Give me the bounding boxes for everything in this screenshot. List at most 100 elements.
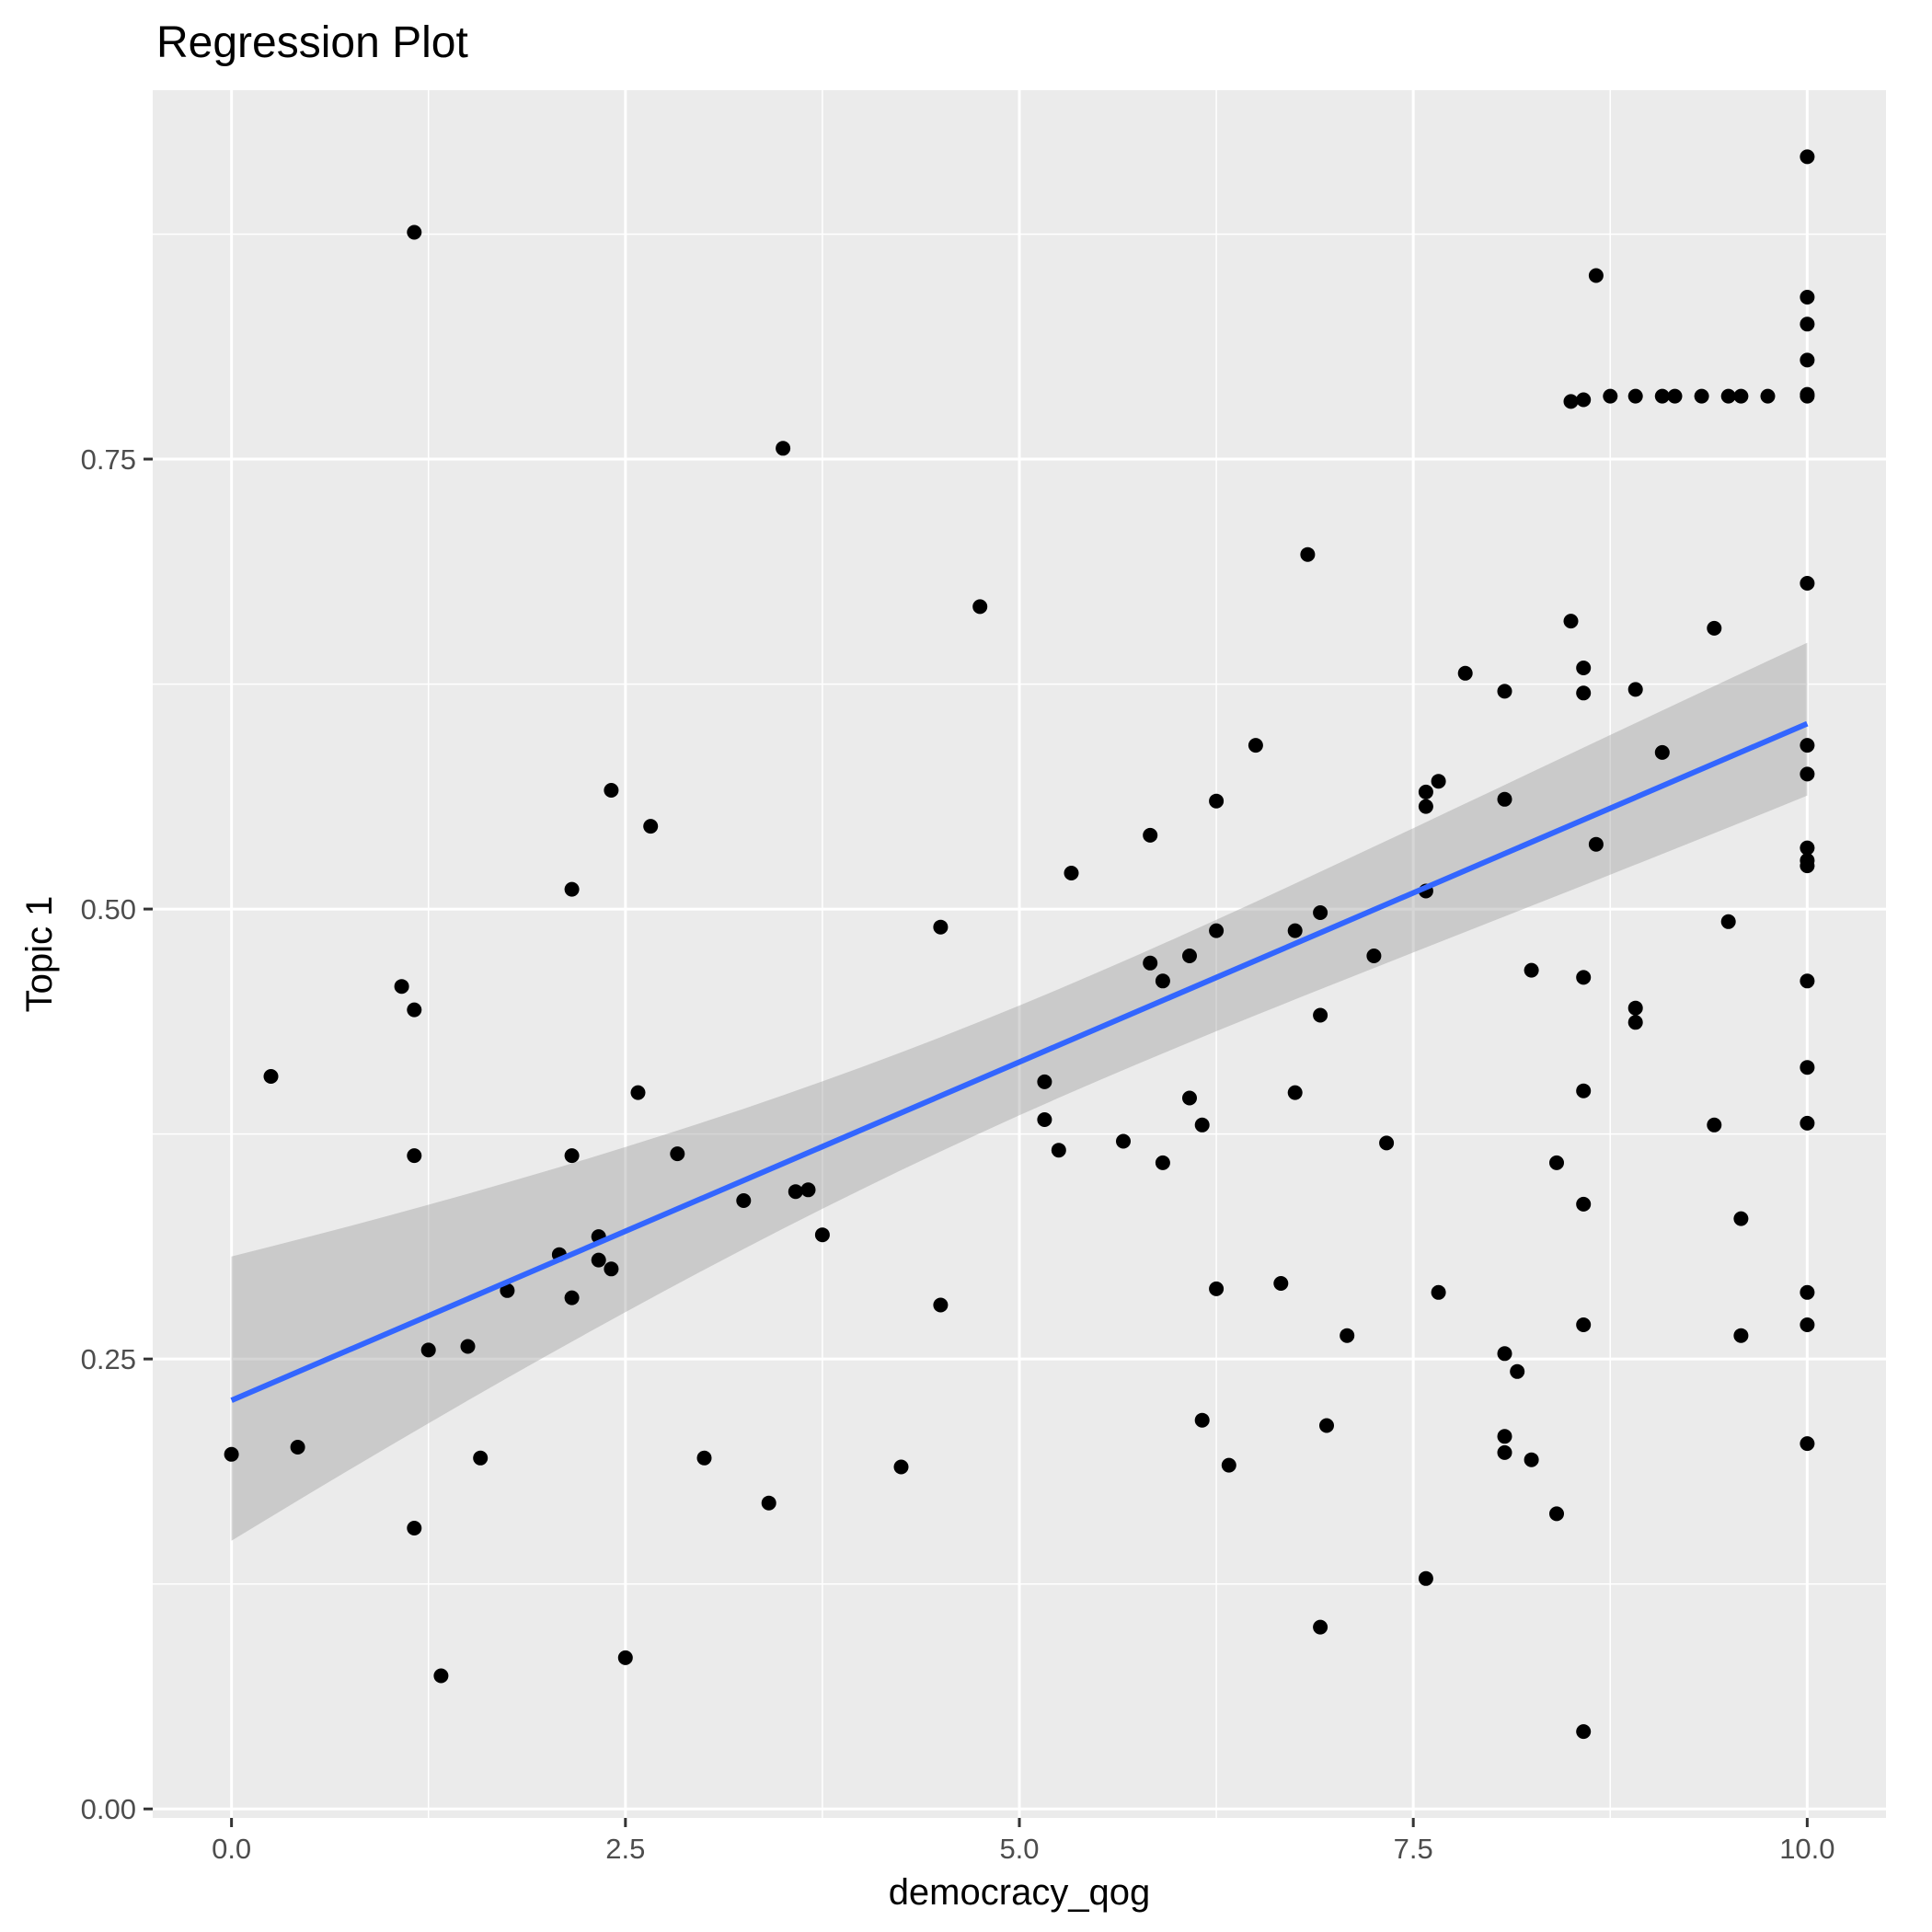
data-point	[1319, 1418, 1334, 1433]
data-point	[1627, 682, 1643, 697]
data-point	[776, 441, 791, 456]
data-point	[1064, 866, 1079, 880]
data-point	[1497, 1429, 1512, 1444]
data-point	[1549, 1155, 1564, 1170]
data-point	[1800, 1436, 1815, 1452]
data-point	[1800, 352, 1815, 368]
data-point	[1654, 388, 1670, 404]
data-point	[617, 1650, 633, 1665]
data-point	[1221, 1457, 1236, 1473]
data-point	[1155, 1155, 1170, 1170]
data-point	[394, 979, 409, 995]
data-point	[1379, 1135, 1395, 1151]
data-point	[1576, 1083, 1592, 1098]
data-point	[1576, 1196, 1592, 1212]
data-point	[1576, 970, 1592, 985]
data-point	[420, 1342, 436, 1358]
data-point	[1800, 840, 1815, 856]
data-point	[1800, 290, 1815, 305]
data-point	[1588, 836, 1604, 852]
data-point	[1524, 962, 1539, 978]
data-point	[407, 1148, 422, 1164]
data-point	[1497, 791, 1512, 807]
confidence-band	[231, 642, 1808, 1541]
data-point	[224, 1446, 239, 1462]
data-point	[1037, 1112, 1052, 1127]
data-point	[1300, 546, 1316, 562]
x-tick-label: 5.0	[999, 1833, 1039, 1865]
data-point	[1563, 614, 1579, 629]
data-point	[1248, 738, 1263, 753]
data-point	[1627, 1015, 1643, 1030]
data-point	[1143, 827, 1158, 843]
data-points	[224, 149, 1815, 1740]
data-point	[604, 783, 619, 798]
data-point	[1418, 1570, 1433, 1586]
data-point	[696, 1450, 712, 1466]
data-point	[1497, 1444, 1512, 1460]
data-point	[800, 1182, 816, 1198]
data-point	[1287, 1085, 1303, 1100]
data-point	[1733, 388, 1749, 404]
data-point	[1667, 388, 1683, 404]
data-point	[1588, 268, 1604, 283]
data-point	[460, 1339, 476, 1354]
data-point	[972, 599, 988, 615]
data-point	[473, 1450, 489, 1466]
data-point	[407, 1521, 422, 1535]
data-point	[761, 1495, 776, 1511]
data-point	[1800, 766, 1815, 782]
data-point	[407, 224, 422, 240]
data-point	[788, 1184, 803, 1200]
x-tick-label: 0.0	[212, 1833, 251, 1865]
data-point	[1155, 973, 1170, 989]
data-point	[1733, 1328, 1749, 1343]
data-point	[1116, 1133, 1131, 1149]
data-point	[1273, 1276, 1289, 1291]
data-point	[1182, 949, 1197, 963]
data-point	[1800, 388, 1815, 404]
data-point	[1340, 1328, 1355, 1343]
data-point	[630, 1085, 646, 1100]
data-point	[1733, 1211, 1749, 1226]
data-point	[1051, 1143, 1066, 1158]
data-point	[1720, 388, 1736, 404]
data-point	[564, 1148, 580, 1164]
data-point	[1800, 1284, 1815, 1300]
data-point	[1549, 1506, 1564, 1522]
x-tick-label: 2.5	[605, 1833, 645, 1865]
data-point	[1576, 661, 1592, 675]
data-point	[564, 881, 580, 897]
data-point	[1313, 905, 1328, 920]
data-point	[1576, 1317, 1592, 1332]
data-point	[1418, 799, 1433, 814]
data-point	[1194, 1117, 1210, 1133]
data-point	[1720, 914, 1736, 929]
data-point	[1313, 1619, 1328, 1635]
data-point	[1707, 1117, 1722, 1133]
data-point	[1143, 955, 1158, 971]
data-point	[1694, 388, 1709, 404]
data-point	[736, 1193, 752, 1208]
chart-title: Regression Plot	[156, 18, 468, 67]
data-point	[1603, 388, 1618, 404]
data-point	[670, 1146, 685, 1162]
data-point	[1418, 784, 1433, 799]
data-point	[1576, 392, 1592, 408]
data-point	[1800, 858, 1815, 874]
data-point	[1313, 1007, 1328, 1023]
data-point	[263, 1069, 279, 1084]
data-point	[814, 1227, 830, 1243]
y-tick-label: 0.25	[81, 1343, 136, 1375]
x-tick-label: 10.0	[1779, 1833, 1834, 1865]
y-tick-label: 0.50	[81, 893, 136, 926]
data-point	[500, 1282, 515, 1298]
data-point	[1576, 1724, 1592, 1740]
data-point	[1800, 1060, 1815, 1075]
data-point	[604, 1261, 619, 1277]
data-point	[1366, 949, 1382, 963]
data-point	[290, 1440, 305, 1455]
data-point	[1457, 665, 1473, 681]
y-tick-label: 0.00	[81, 1793, 136, 1825]
